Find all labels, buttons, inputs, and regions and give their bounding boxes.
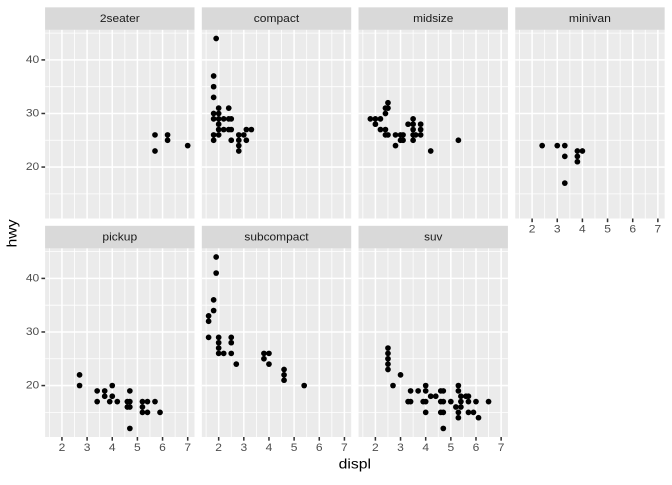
svg-text:3: 3 [397, 442, 404, 454]
svg-text:7: 7 [184, 442, 191, 454]
svg-text:6: 6 [316, 442, 323, 454]
svg-text:2: 2 [215, 442, 222, 454]
svg-text:subcompact: subcompact [244, 231, 308, 243]
svg-text:20: 20 [26, 380, 39, 392]
svg-text:2: 2 [529, 224, 536, 236]
svg-text:40: 40 [26, 54, 39, 66]
svg-text:displ: displ [339, 457, 371, 472]
svg-text:4: 4 [266, 442, 273, 454]
svg-text:30: 30 [26, 326, 39, 338]
svg-text:7: 7 [498, 442, 505, 454]
svg-text:6: 6 [159, 442, 166, 454]
svg-text:pickup: pickup [102, 231, 137, 243]
svg-text:compact: compact [254, 13, 299, 25]
svg-text:4: 4 [109, 442, 116, 454]
svg-text:2seater: 2seater [100, 13, 140, 25]
svg-text:4: 4 [422, 442, 429, 454]
svg-text:7: 7 [341, 442, 348, 454]
svg-text:5: 5 [447, 442, 454, 454]
svg-text:minivan: minivan [569, 13, 611, 25]
svg-text:20: 20 [26, 161, 39, 173]
svg-text:5: 5 [291, 442, 298, 454]
svg-text:midsize: midsize [413, 13, 453, 25]
svg-text:3: 3 [554, 224, 561, 236]
svg-text:2: 2 [59, 442, 66, 454]
svg-text:2: 2 [372, 442, 379, 454]
svg-text:30: 30 [26, 107, 39, 119]
svg-text:3: 3 [84, 442, 91, 454]
svg-text:hwy: hwy [4, 219, 19, 247]
svg-text:5: 5 [604, 224, 611, 236]
svg-text:40: 40 [26, 272, 39, 284]
svg-text:4: 4 [579, 224, 586, 236]
svg-text:5: 5 [134, 442, 141, 454]
svg-text:suv: suv [424, 231, 443, 243]
svg-text:3: 3 [240, 442, 247, 454]
svg-text:7: 7 [655, 224, 662, 236]
svg-text:6: 6 [629, 224, 636, 236]
svg-text:6: 6 [473, 442, 480, 454]
